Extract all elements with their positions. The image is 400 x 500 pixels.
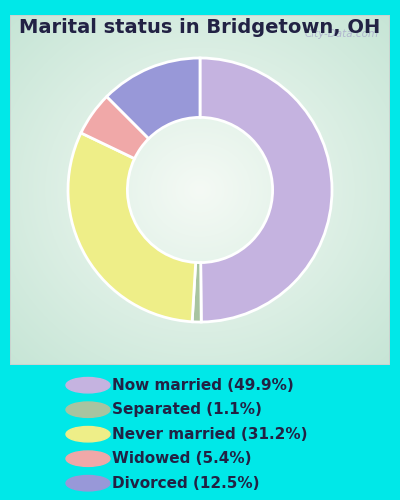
Circle shape [66, 378, 110, 393]
Text: City-Data.com: City-Data.com [304, 29, 378, 39]
Text: Now married (49.9%): Now married (49.9%) [112, 378, 294, 392]
Wedge shape [200, 58, 332, 322]
Circle shape [66, 476, 110, 491]
Circle shape [66, 451, 110, 466]
Wedge shape [68, 133, 196, 322]
Text: Divorced (12.5%): Divorced (12.5%) [112, 476, 260, 490]
Circle shape [66, 402, 110, 417]
Circle shape [66, 426, 110, 442]
Wedge shape [107, 58, 200, 138]
Text: Marital status in Bridgetown, OH: Marital status in Bridgetown, OH [19, 18, 381, 37]
Text: Widowed (5.4%): Widowed (5.4%) [112, 451, 252, 466]
Text: Separated (1.1%): Separated (1.1%) [112, 402, 262, 417]
Wedge shape [192, 262, 201, 322]
Wedge shape [81, 96, 149, 158]
Text: Never married (31.2%): Never married (31.2%) [112, 426, 308, 442]
